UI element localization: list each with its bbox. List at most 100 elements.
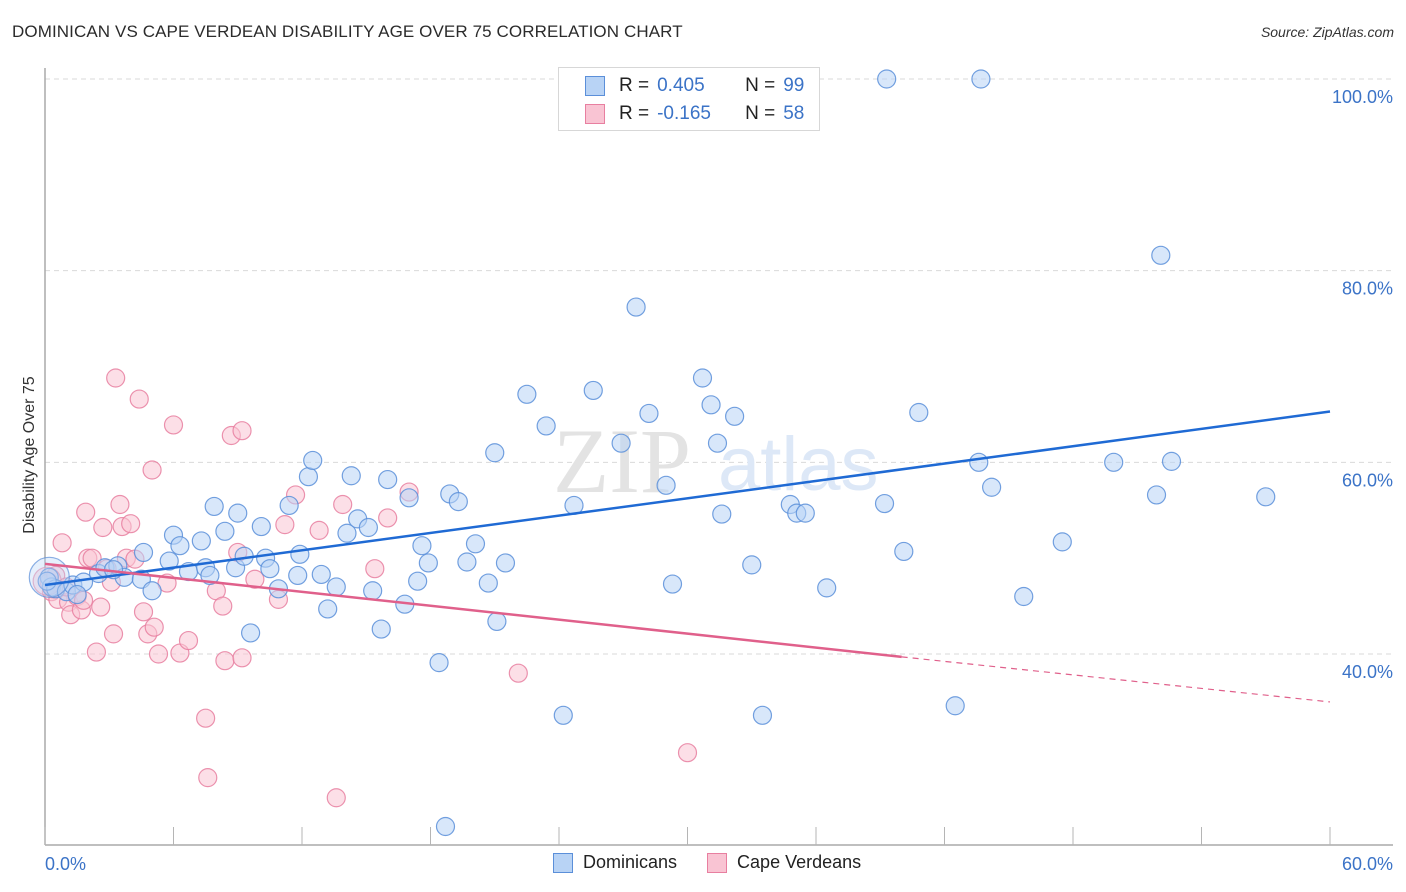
dominican-point [448,492,468,512]
dominican-point [260,559,280,579]
dominicans-swatch [553,852,573,873]
dominican-point [204,496,224,517]
y-tick-label: 60.0% [1342,470,1393,490]
dominican-point [465,534,486,554]
dominican-point [795,503,815,523]
dominican-point-cluster [28,556,70,598]
source-label: Source: ZipAtlas.com [1260,24,1394,40]
cape-verdean-point [76,502,96,522]
cape-verdeans-trend-line [44,562,902,659]
dominican-point [611,433,631,453]
gridlines [45,78,1393,655]
dominican-point [279,495,299,516]
cape-verdean-point [232,648,252,668]
watermark-atlas: atlas [718,422,879,507]
dominican-point [752,705,773,725]
cape-verdean-point [215,651,235,671]
cape-verdean-point [86,642,107,662]
dominican-point [159,551,179,571]
cape-verdean-point [91,597,111,617]
dominican-point [656,475,676,495]
cape-verdean-point [677,743,698,763]
cape-verdean-point [144,617,164,637]
dominican-point [712,504,732,524]
y-tick-label: 80.0% [1342,279,1393,299]
dominican-point [363,581,383,601]
cape-verdean-point [110,494,130,515]
dominican-point [1256,487,1276,507]
dominican-point [429,653,449,673]
cape-verdean-point [378,508,398,528]
dominican-point [371,619,391,639]
legend-row-dominicans: R = 0.405 N = 99 [585,74,804,98]
n-label: N = [745,103,776,124]
dominican-point [583,380,603,401]
watermark: ZIP atlas [553,410,879,512]
cape-verdean-point [121,514,141,534]
x-tick-label-max: 60.0% [1342,854,1393,874]
legend-label: Dominicans [583,852,678,872]
x-tick-label-min: 0.0% [45,854,86,874]
cape-verdean-point [365,559,385,579]
dominican-point [303,450,323,471]
dominicans-trend-line [44,410,1331,587]
dominican-point [1151,245,1171,265]
dominican-point [170,536,190,556]
dominican-point [1104,452,1124,472]
cape-verdean-point [275,515,295,535]
r-value: -0.165 [657,103,711,124]
dominican-point [133,542,154,563]
dominican-point [626,297,646,317]
dominican-point [191,531,211,551]
r-label: R = [619,103,650,124]
dominican-point [418,553,438,573]
cape-verdean-point [106,368,126,388]
series-legend: Dominicans Cape Verdeans [553,852,891,873]
cape-verdean-point [163,415,184,435]
cape-verdeans-swatch [707,852,728,873]
dominican-point [298,467,319,487]
dominican-point [692,368,713,388]
cape-verdean-point [129,389,149,409]
dominicans-points [28,69,1276,837]
legend-row-cape-verdeans: R = -0.165 N = 58 [585,102,804,126]
dominican-point [971,69,991,89]
dominican-point [485,443,505,463]
dominican-point [1161,451,1182,471]
dominican-point [701,395,721,415]
cape-verdean-point [196,708,216,728]
stats-legend: R = 0.405 N = 99 R = -0.165 N = 58 [558,67,820,131]
dominican-point [318,599,338,619]
dominican-point [288,565,308,586]
legend-item-dominicans[interactable]: Dominicans [553,852,677,873]
y-tick-labels: 40.0% 60.0% 80.0% 100.0% [1332,87,1393,682]
dominican-point [67,584,87,605]
dominican-point [969,452,989,472]
n-label: N = [745,75,776,96]
cape-verdean-point [103,624,124,644]
dominican-point [290,544,310,564]
cape-verdeans-trend-extension [901,656,1331,703]
dominican-point [742,555,762,575]
cape-verdean-point [198,768,218,788]
n-value: 99 [783,75,805,96]
dominican-point [435,816,456,837]
dominican-point [200,565,220,586]
dominican-point [536,416,556,436]
cape-verdean-point [148,644,169,664]
cape-verdean-point [326,788,346,808]
dominican-point [37,571,57,591]
dominican-point [215,521,235,541]
cape-verdean-point [52,533,72,553]
dominican-point [662,574,683,594]
cape-verdean-point [508,663,528,683]
dominican-point [412,536,432,556]
dominican-point [894,541,914,562]
trend-lines [44,410,1331,703]
dominican-point [725,406,745,426]
r-label: R = [619,75,650,96]
cape-verdean-point [213,596,233,616]
dominican-point [639,403,659,424]
legend-item-cape-verdeans[interactable]: Cape Verdeans [707,852,861,873]
